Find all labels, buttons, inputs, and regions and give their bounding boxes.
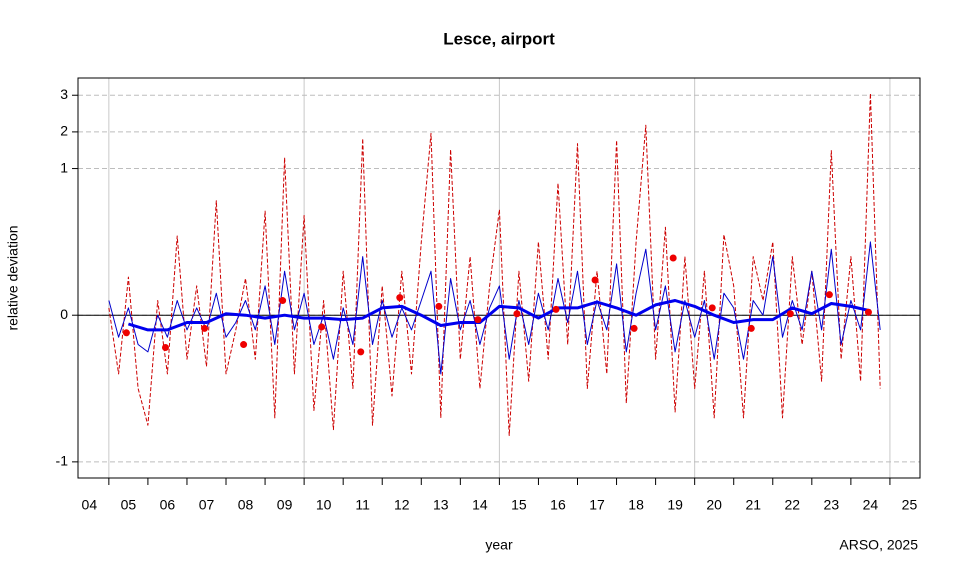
data-point xyxy=(357,348,365,356)
x-tick-label: 09 xyxy=(277,497,293,513)
x-tick-label: 12 xyxy=(394,497,410,513)
x-tick-label: 15 xyxy=(511,497,527,513)
y-tick-label: 1 xyxy=(60,159,68,175)
x-tick-label: 07 xyxy=(199,497,215,513)
x-tick-label: 04 xyxy=(82,497,98,513)
data-point xyxy=(201,324,209,332)
data-point xyxy=(279,297,287,305)
y-tick-label: 0 xyxy=(60,306,68,322)
data-point xyxy=(552,305,560,313)
x-tick-label: 08 xyxy=(238,497,254,513)
x-tick-label: 11 xyxy=(355,497,370,513)
x-tick-label: 20 xyxy=(706,497,722,513)
y-tick-label: 3 xyxy=(60,86,68,102)
x-tick-label: 17 xyxy=(589,497,605,513)
x-tick-label: 25 xyxy=(902,497,918,513)
data-point xyxy=(630,324,638,332)
data-point xyxy=(825,291,833,299)
x-tick-label: 23 xyxy=(824,497,840,513)
data-point xyxy=(708,304,716,312)
data-point xyxy=(786,310,794,318)
series-line xyxy=(108,92,881,436)
data-point xyxy=(318,323,326,331)
data-point xyxy=(122,329,130,337)
x-tick-label: 10 xyxy=(316,497,332,513)
x-tick-label: 24 xyxy=(863,497,879,513)
x-tick-label: 14 xyxy=(472,497,488,513)
x-axis-label: year xyxy=(485,537,513,553)
plot-frame xyxy=(77,77,921,479)
x-tick-label: 19 xyxy=(667,497,683,513)
data-point xyxy=(513,310,521,318)
data-point xyxy=(669,254,677,262)
x-tick-label: 21 xyxy=(745,497,761,513)
data-point xyxy=(240,341,248,349)
y-tick-label: 2 xyxy=(60,123,68,139)
x-tick-label: 18 xyxy=(628,497,644,513)
chart-title: Lesce, airport xyxy=(443,29,555,48)
x-tick-label: 16 xyxy=(550,497,566,513)
data-point xyxy=(747,324,755,332)
data-point xyxy=(591,276,599,284)
x-tick-label: 06 xyxy=(160,497,176,513)
y-axis-label: relative deviation xyxy=(5,225,21,330)
y-tick-label: -1 xyxy=(56,453,69,469)
data-point xyxy=(864,308,872,316)
data-point xyxy=(396,294,404,302)
x-tick-label: 05 xyxy=(121,497,137,513)
series-line xyxy=(108,241,881,375)
data-point xyxy=(161,343,169,351)
caption: ARSO, 2025 xyxy=(839,537,918,553)
series-line xyxy=(127,299,871,332)
x-tick-label: 13 xyxy=(433,497,449,513)
data-point xyxy=(435,302,443,310)
x-tick-label: 22 xyxy=(785,497,801,513)
data-point xyxy=(474,316,482,324)
